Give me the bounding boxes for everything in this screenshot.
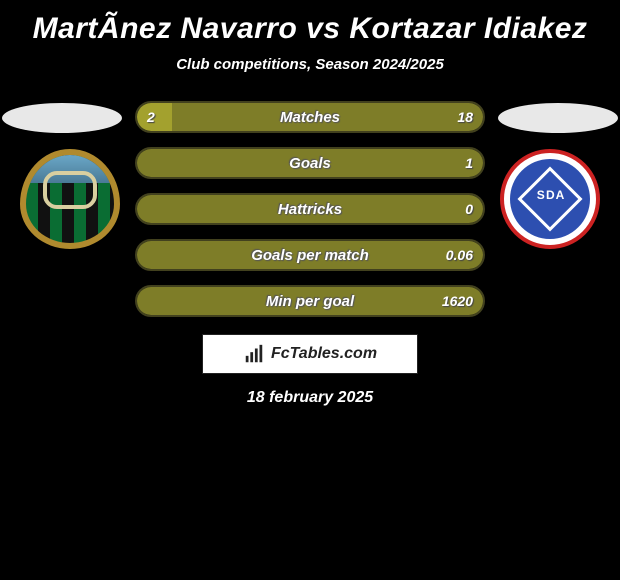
crest-right: S D A bbox=[500, 149, 600, 249]
stat-bar: Goals1 bbox=[135, 147, 485, 179]
ellipse-left bbox=[2, 103, 122, 133]
stat-bar: Matches2 18 bbox=[135, 101, 485, 133]
stat-bar-label: Goals bbox=[135, 147, 485, 179]
stat-bar-left-value: 2 bbox=[147, 101, 155, 133]
stat-bar-right-value: 0 bbox=[465, 193, 473, 225]
crest-left bbox=[20, 149, 120, 249]
chart-icon bbox=[243, 343, 265, 365]
stat-bar-label: Goals per match bbox=[135, 239, 485, 271]
stat-bar: Min per goal1620 bbox=[135, 285, 485, 317]
branding-badge[interactable]: FcTables.com bbox=[202, 334, 418, 374]
crest-amorebieta-badge: S D A bbox=[500, 149, 600, 249]
ellipse-right bbox=[498, 103, 618, 133]
crest-sestao-badge bbox=[20, 149, 120, 249]
stat-bar-label: Matches bbox=[135, 101, 485, 133]
page-subtitle: Club competitions, Season 2024/2025 bbox=[0, 50, 620, 91]
stat-bar-label: Hattricks bbox=[135, 193, 485, 225]
date-text: 18 february 2025 bbox=[0, 389, 620, 407]
stat-bar-right-value: 18 bbox=[457, 101, 473, 133]
branding-text: FcTables.com bbox=[271, 345, 377, 363]
page-title: MartÃ­nez Navarro vs Kortazar Idiakez bbox=[0, 0, 620, 50]
stat-bar: Goals per match0.06 bbox=[135, 239, 485, 271]
stat-bar-right-value: 1 bbox=[465, 147, 473, 179]
stat-bar-label: Min per goal bbox=[135, 285, 485, 317]
stat-bar-right-value: 1620 bbox=[442, 285, 473, 317]
stat-bar-right-value: 0.06 bbox=[446, 239, 473, 271]
stat-bars: Matches2 18 Goals1 Hattricks0 Goals per matc… bbox=[135, 101, 485, 331]
stat-bar: Hattricks0 bbox=[135, 193, 485, 225]
